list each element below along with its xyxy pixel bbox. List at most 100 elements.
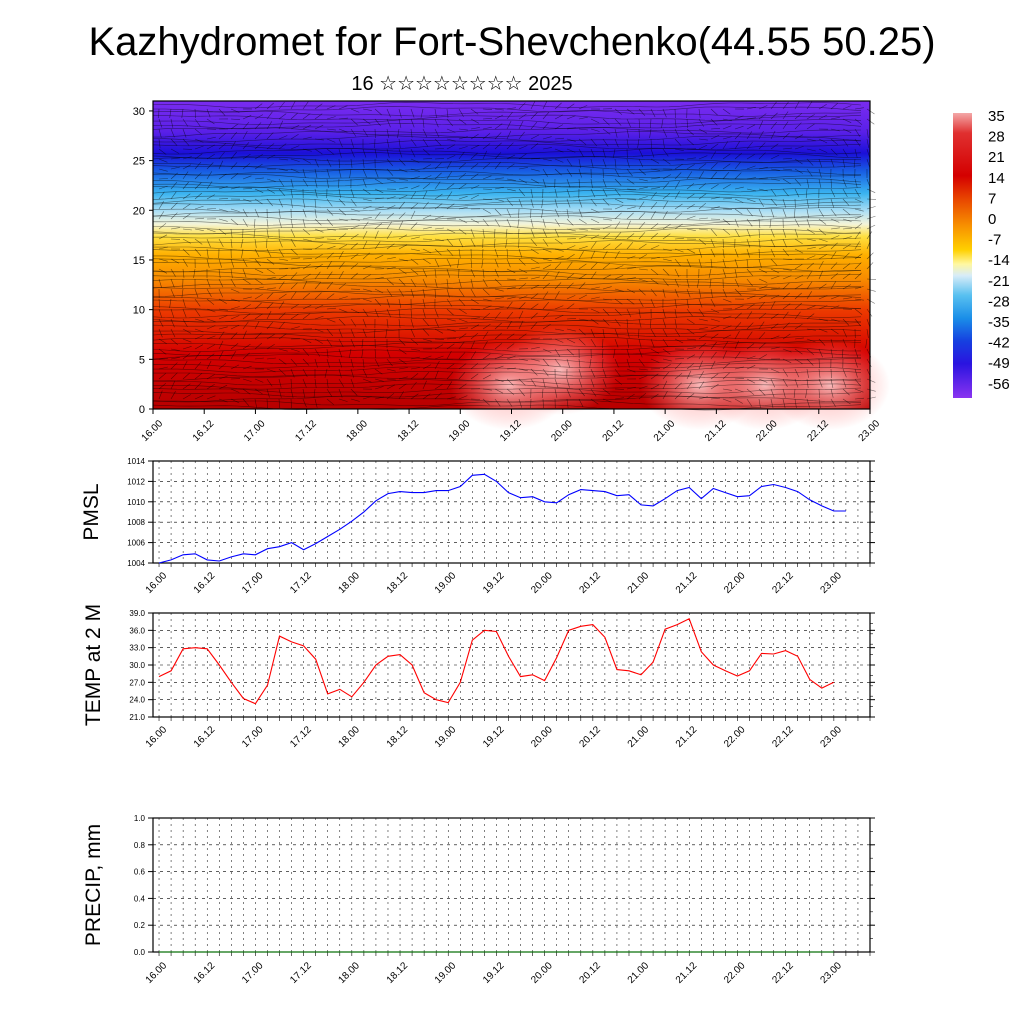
wind-barb <box>746 141 753 150</box>
wind-barb <box>566 328 576 332</box>
wind-barb <box>446 337 457 340</box>
wind-barb <box>626 158 630 168</box>
x-tick-label: 18.00 <box>336 960 362 986</box>
wind-barb <box>302 398 307 408</box>
wind-barb <box>506 130 512 140</box>
wind-barb <box>314 271 321 280</box>
wind-barb <box>782 378 788 387</box>
wind-barb <box>758 332 766 340</box>
wind-barb <box>361 338 364 348</box>
wind-barb <box>590 208 600 213</box>
wind-barb <box>494 355 504 360</box>
precip-panel: 0.00.20.40.60.81.016.00 16.12 17.00 17.12 18… <box>82 814 875 986</box>
wind-barb <box>530 208 532 219</box>
wind-barb <box>494 288 504 292</box>
wind-barb <box>554 114 564 120</box>
wind-barb <box>386 205 396 210</box>
wind-barb <box>698 193 707 200</box>
wind-barb <box>806 328 816 331</box>
wind-barb <box>290 168 300 173</box>
wind-barb <box>182 248 190 256</box>
wind-barb <box>710 118 718 126</box>
wind-barb <box>506 388 515 395</box>
wind-barb <box>614 378 623 385</box>
wind-barb <box>494 208 502 216</box>
wind-barb <box>194 335 204 340</box>
wind-barb <box>506 278 517 281</box>
x-tick-label: 21.12 <box>674 724 700 750</box>
wind-barb <box>542 147 552 150</box>
wind-barb <box>830 102 838 110</box>
wind-barb <box>626 108 635 115</box>
wind-barb <box>446 363 455 370</box>
wind-barb <box>194 192 202 200</box>
y-tick-label: 15 <box>133 255 145 267</box>
wind-barb <box>770 121 777 130</box>
wind-barb <box>590 398 599 405</box>
x-tick-label: 20.00 <box>529 960 555 986</box>
wind-barb <box>770 228 775 238</box>
wind-barb <box>806 348 814 356</box>
wind-barb <box>710 397 721 400</box>
wind-barb <box>782 303 791 310</box>
wind-barb <box>602 308 610 316</box>
wind-barb <box>613 348 616 358</box>
wind-barb <box>518 145 528 150</box>
wind-barb <box>470 108 479 115</box>
wind-barb <box>853 158 856 169</box>
wind-barb <box>434 203 443 210</box>
wind-barb <box>806 114 815 120</box>
wind-barb <box>602 118 610 126</box>
wind-barb <box>866 138 869 148</box>
wind-barb <box>686 370 692 380</box>
wind-barb <box>374 128 376 139</box>
wind-barb <box>734 366 744 370</box>
wind-barb <box>830 227 840 230</box>
wind-barb <box>362 288 372 292</box>
wind-barb <box>410 248 420 252</box>
wind-barb <box>374 254 384 260</box>
wind-barb <box>326 348 329 358</box>
wind-barb <box>206 325 216 330</box>
wind-barb <box>614 298 623 305</box>
wind-barb <box>674 212 683 220</box>
wind-barb <box>614 397 624 400</box>
wind-barb <box>626 255 636 260</box>
wind-barb <box>410 268 419 275</box>
wind-barb <box>818 148 828 153</box>
temp-panel: 21.024.027.030.033.036.039.016.00 16.12 17… <box>82 604 875 750</box>
wind-barb <box>410 278 416 287</box>
wind-barb <box>374 386 384 390</box>
wind-barb <box>242 130 248 140</box>
wind-barb <box>842 188 848 198</box>
wind-barb <box>302 124 312 130</box>
wind-barb <box>530 248 539 255</box>
wind-barb <box>650 232 658 240</box>
wind-barb <box>566 158 573 167</box>
wind-barb <box>674 237 685 240</box>
wind-barb <box>758 278 768 283</box>
wind-barb <box>722 228 731 236</box>
wind-barb <box>290 388 294 398</box>
wind-barb <box>314 208 317 218</box>
wind-barb <box>326 388 333 397</box>
wind-barb <box>506 154 516 160</box>
wind-barb <box>530 358 540 362</box>
wind-barb <box>410 308 412 319</box>
wind-barb <box>866 388 876 392</box>
wind-barb <box>374 230 379 240</box>
isotherm-contour <box>152 383 862 390</box>
y-tick-label: 30 <box>133 106 145 118</box>
wind-barb <box>446 171 453 180</box>
wind-barb <box>554 282 562 290</box>
wind-barb <box>386 384 396 390</box>
wind-barb <box>674 358 685 360</box>
wind-barb <box>182 394 191 400</box>
wind-barb <box>554 270 560 280</box>
wind-barb <box>506 321 512 330</box>
wind-barb <box>374 206 384 210</box>
wind-barb <box>446 155 456 160</box>
wind-barb <box>386 158 394 167</box>
chart-subtitle: 16 ☆☆☆☆☆☆☆☆ 2025 <box>351 73 573 95</box>
wind-barb <box>722 218 731 225</box>
